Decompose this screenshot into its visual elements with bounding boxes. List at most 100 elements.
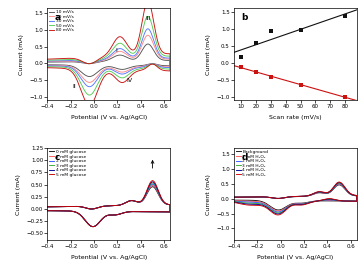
Y-axis label: Current (mA): Current (mA) [206, 174, 211, 215]
2 mM H₂O₂ [332, 198, 337, 202]
Line: 30 mV/s: 30 mV/s [47, 29, 170, 87]
4 mM H₂O₂ [276, 212, 280, 216]
20 mV/s [146, 34, 150, 37]
50 mV/s [45, 65, 50, 68]
2 mM glucose [89, 207, 93, 211]
20 mV/s [126, 69, 131, 72]
4 mM H₂O₂ [344, 187, 348, 190]
20 mV/s [89, 62, 93, 65]
20 mV/s [87, 81, 92, 84]
10 mV/s [126, 66, 131, 70]
0 mM glucose [45, 209, 50, 212]
Background [232, 198, 236, 202]
Line: 1 mM glucose: 1 mM glucose [47, 186, 170, 227]
Text: c: c [55, 153, 60, 162]
Background [337, 183, 341, 186]
50 mV/s [45, 59, 50, 62]
80 mV/s [146, 65, 150, 68]
Line: 2 mM glucose: 2 mM glucose [47, 184, 170, 227]
30 mV/s [157, 52, 161, 55]
3 mM H₂O₂ [344, 187, 348, 191]
1 mM glucose [89, 207, 93, 211]
Line: 3 mM H₂O₂: 3 mM H₂O₂ [234, 183, 357, 213]
10 mV/s [157, 56, 161, 60]
2 mM glucose [126, 210, 131, 213]
3 mM H₂O₂ [337, 182, 341, 185]
30 mV/s [89, 62, 93, 65]
10 mV/s [45, 60, 50, 64]
5 mM H₂O₂ [275, 197, 280, 200]
2 mM glucose [108, 204, 113, 207]
Line: 10 mV/s: 10 mV/s [47, 44, 170, 76]
30 mV/s [45, 64, 50, 67]
Background [232, 195, 236, 199]
Legend: Background, 1 mM H₂O₂, 2 mM H₂O₂, 3 mM H₂O₂, 4 mM H₂O₂, 5 mM H₂O₂: Background, 1 mM H₂O₂, 2 mM H₂O₂, 3 mM H… [235, 150, 269, 177]
Text: I: I [115, 48, 117, 53]
4 mM glucose [108, 204, 113, 207]
5 mM glucose [157, 191, 161, 194]
4 mM glucose [91, 225, 95, 228]
20 mV/s [157, 54, 161, 57]
3 mM H₂O₂ [275, 197, 280, 200]
50 mV/s [157, 48, 161, 52]
50 mV/s [89, 62, 93, 65]
5 mM glucose [45, 209, 50, 212]
Y-axis label: Current (mA): Current (mA) [206, 34, 211, 75]
2 mM H₂O₂ [344, 188, 348, 191]
1 mM H₂O₂ [295, 195, 299, 198]
0 mM glucose [150, 185, 155, 188]
30 mV/s [106, 68, 110, 71]
4 mM glucose [126, 210, 131, 213]
X-axis label: Scan rate (mV/s): Scan rate (mV/s) [269, 115, 322, 120]
3 mM glucose [106, 214, 110, 217]
20 mV/s [108, 55, 113, 58]
4 mM H₂O₂ [232, 200, 236, 204]
3 mM H₂O₂ [232, 200, 236, 203]
1 mM H₂O₂ [332, 199, 337, 202]
X-axis label: Potential (V vs. Ag/AgCl): Potential (V vs. Ag/AgCl) [71, 255, 147, 260]
30 mV/s [87, 85, 92, 88]
1 mM glucose [157, 193, 161, 197]
5 mM glucose [108, 204, 113, 207]
2 mM H₂O₂ [232, 199, 236, 203]
80 mV/s [89, 62, 93, 65]
Background [313, 200, 317, 203]
Background [295, 195, 299, 198]
Line: Background: Background [234, 185, 357, 210]
Legend: 10 mV/s, 20 mV/s, 30 mV/s, 50 mV/s, 80 mV/s: 10 mV/s, 20 mV/s, 30 mV/s, 50 mV/s, 80 m… [49, 10, 74, 33]
4 mM H₂O₂ [313, 200, 317, 203]
30 mV/s [45, 60, 50, 63]
3 mM glucose [150, 182, 155, 185]
10 mV/s [87, 75, 92, 78]
10 mV/s [146, 63, 150, 66]
0 mM glucose [126, 210, 131, 213]
Line: 4 mM H₂O₂: 4 mM H₂O₂ [234, 183, 357, 214]
5 mM glucose [146, 210, 150, 213]
5 mM H₂O₂ [232, 201, 236, 204]
1 mM H₂O₂ [292, 202, 297, 205]
1 mM glucose [150, 184, 155, 187]
3 mM glucose [157, 192, 161, 195]
Text: IV: IV [126, 78, 132, 83]
3 mM H₂O₂ [232, 195, 236, 199]
Text: III: III [145, 16, 151, 21]
80 mV/s [146, 0, 150, 3]
80 mV/s [126, 77, 131, 80]
5 mM glucose [45, 205, 50, 209]
5 mM glucose [150, 179, 155, 182]
2 mM H₂O₂ [232, 195, 236, 199]
Text: b: b [241, 13, 248, 22]
4 mM glucose [45, 205, 50, 209]
Background [275, 197, 280, 200]
3 mM glucose [45, 205, 50, 209]
4 mM glucose [150, 180, 155, 183]
50 mV/s [126, 73, 131, 76]
5 mM H₂O₂ [332, 198, 337, 201]
1 mM H₂O₂ [275, 197, 280, 200]
80 mV/s [87, 104, 92, 107]
5 mM glucose [106, 214, 110, 217]
50 mV/s [146, 64, 150, 67]
2 mM H₂O₂ [276, 210, 281, 213]
10 mV/s [106, 65, 110, 68]
Line: 0 mM glucose: 0 mM glucose [47, 187, 170, 227]
